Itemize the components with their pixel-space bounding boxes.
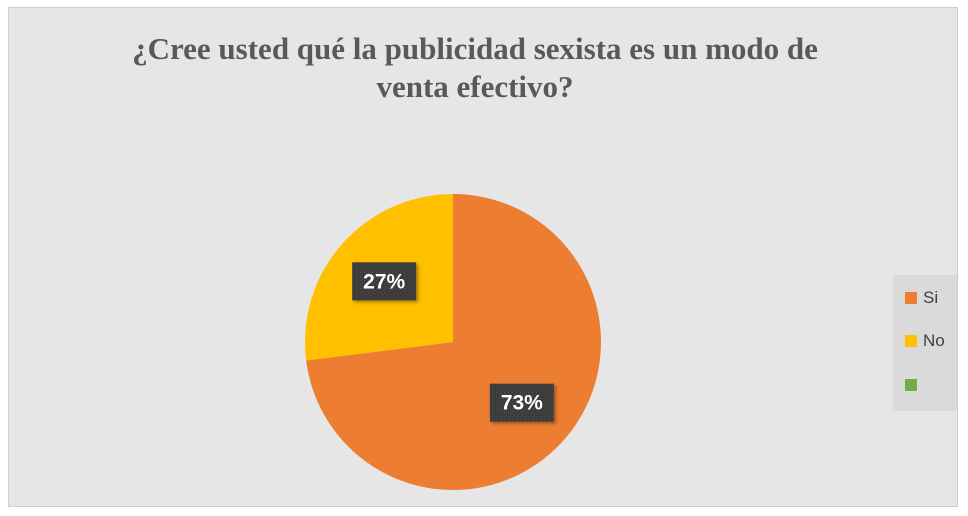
legend-label-no: No <box>923 331 945 350</box>
data-label-box-si <box>489 383 554 422</box>
legend-swatch-3 <box>905 379 917 391</box>
chart-title-line-1: ¿Cree usted qué la publicidad sexista es… <box>132 31 818 66</box>
data-label-no: 27% <box>352 262 417 301</box>
chart-title-line-2: venta efectivo? <box>376 69 574 104</box>
legend-item-3 <box>905 374 923 396</box>
legend-label-si: Si <box>923 288 939 307</box>
data-label-text-si: 73% <box>501 392 543 415</box>
data-label-box-no <box>352 262 417 301</box>
legend-swatch-si <box>905 292 917 304</box>
chart-title: ¿Cree usted qué la publicidad sexista es… <box>110 30 840 106</box>
legend-item-no: No <box>905 330 945 352</box>
legend: Si No <box>893 275 957 411</box>
legend-item-si: Si <box>905 287 938 309</box>
data-label-text-no: 27% <box>363 270 405 293</box>
legend-swatch-no <box>905 335 917 347</box>
data-label-si: 73% <box>489 383 554 422</box>
